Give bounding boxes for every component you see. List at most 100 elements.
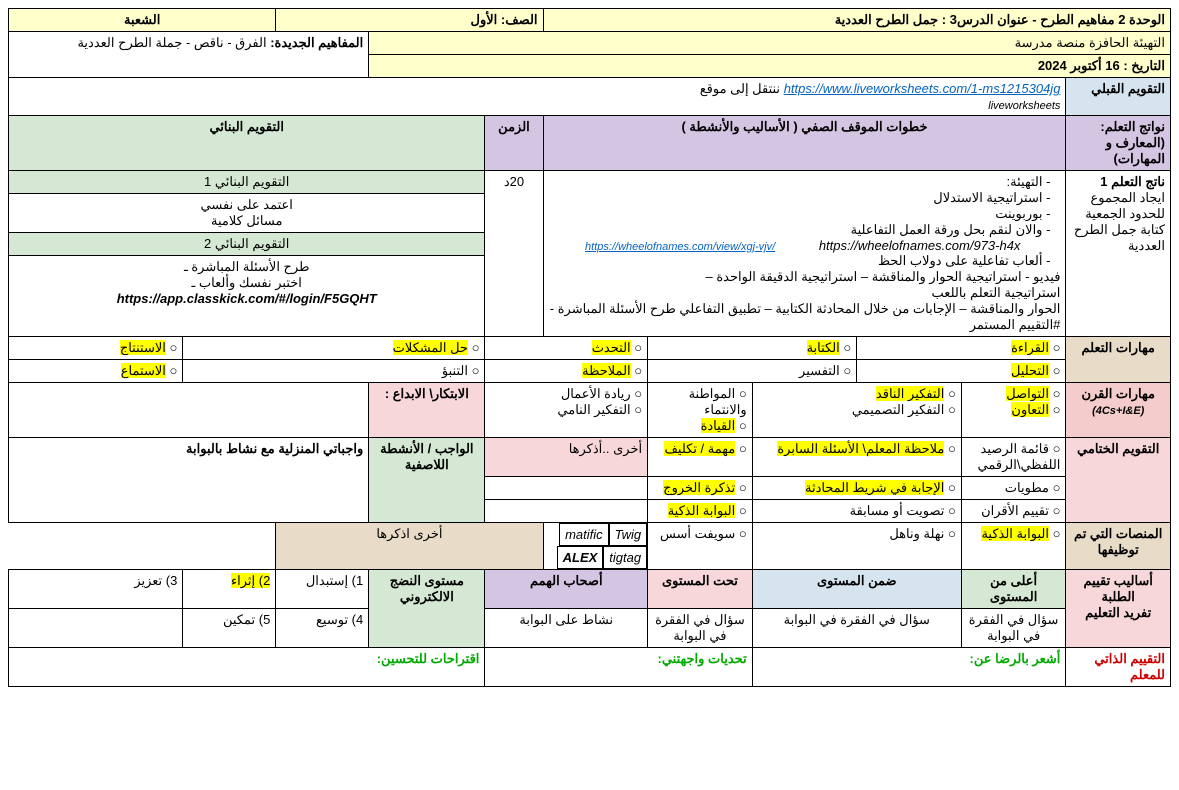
formative-header: التقويم البنائي — [9, 116, 485, 171]
f2-url[interactable]: https://app.classkick.com/#/login/F5GQHT — [117, 291, 377, 306]
skill-r1-2: ○ التحدث — [485, 337, 648, 360]
formative2-label: التقويم البنائي 2 — [9, 232, 484, 256]
step-l0: التهيئة: — [549, 174, 1051, 190]
century-label: مهارات القرن(4Cs+I&E) — [1066, 383, 1171, 438]
final-r1-2: ○ مهمة / تكليف — [648, 438, 753, 477]
platform-6: ALEX — [557, 546, 604, 569]
num-3: 4) توسيع — [276, 609, 369, 648]
level-2: تحت المستوى — [648, 570, 753, 609]
step2-l3: الحوار والمناقشة – الإجابات من خلال المح… — [549, 301, 1061, 317]
date-cell: التاريخ : 16 أكتوبر 2024 — [369, 55, 1171, 78]
self-label: التقييم الذاتي للمعلم — [1066, 648, 1171, 687]
num-empty — [9, 609, 183, 648]
steps-url2[interactable]: https://wheelofnames.com/view/xgj-vjv/ — [585, 241, 815, 253]
assess-label: أساليب تقييم الطلبةتفريد التعليم — [1066, 570, 1171, 648]
steps-url1[interactable]: https://wheelofnames.com/973-h4x — [819, 238, 1061, 253]
step2-l0: ألعاب تفاعلية على دولاب الحظ — [549, 253, 1051, 269]
outcome1-l2: كتابة جمل الطرح — [1074, 222, 1165, 237]
platform-1: ○ نهلة وناهل — [752, 523, 961, 570]
date-label: التاريخ : — [1123, 58, 1165, 73]
platform-5: tigtag — [603, 546, 647, 569]
self-c2: تحديات واجهتني: — [485, 648, 752, 687]
final-r1-1: ○ ملاحظة المعلم\ الأسئلة السابرة — [752, 438, 961, 477]
final-r3-2: ○ البوابة الذكية — [648, 500, 753, 523]
level-1: ضمن المستوى — [752, 570, 961, 609]
grade-label: الصف: — [501, 12, 538, 27]
environment: التهيئة الحافزة منصة مدرسة — [369, 32, 1171, 55]
outcomes-content: ناتج التعلم 1 ايجاد المجموع للحدود الجمع… — [1066, 171, 1171, 337]
skills-label: مهارات التعلم — [1066, 337, 1171, 383]
platforms-label: المنصات التي تم توظيفها — [1066, 523, 1171, 570]
skill-r2-3: ○ التنبؤ — [183, 360, 485, 383]
century-c2: ○ التفكير الناقد○ التفكير التصميمي — [752, 383, 961, 438]
formative-content: التقويم البنائي 1 اعتمد على نفسي مسائل ك… — [9, 171, 485, 337]
step2-l4: #التقييم المستمر — [549, 317, 1061, 333]
platform-2: ○ سويفت أسس — [648, 523, 753, 570]
steps-content: التهيئة: استراتيجية الاستدلال بوربوينت و… — [543, 171, 1066, 337]
time-header: الزمن — [485, 116, 543, 171]
num-1: 2) إثراء — [183, 570, 276, 609]
date-value: 16 أكتوبر 2024 — [1038, 58, 1120, 73]
final-r2-2: ○ تذكرة الخروج — [648, 477, 753, 500]
unit-title: الوحدة 2 مفاهيم الطرح - عنوان الدرس3 : ج… — [543, 9, 1170, 32]
self-c3: اقتراحات للتحسين: — [9, 648, 485, 687]
num-2: 3) تعزيز — [9, 570, 183, 609]
f1-l1: مسائل كلامية — [211, 213, 282, 228]
outcomes-header: نواتج التعلم: (المعارف و المهارات) — [1066, 116, 1171, 171]
final-label: التقويم الختامي — [1066, 438, 1171, 523]
century-c3: ○ المواطنة والانتماء○ القيادة — [648, 383, 753, 438]
pre-link-after: ننتقل إلى موقع — [700, 81, 780, 96]
grade-value: الأول — [471, 12, 498, 27]
final-r3-1: ○ تصويت أو مسابقة — [752, 500, 961, 523]
step-l3: والان لنقم بحل ورقة العمل التفاعلية — [549, 222, 1051, 238]
skill-r2-0: ○ التحليل — [857, 360, 1066, 383]
num-4: 5) تمكين — [183, 609, 276, 648]
final-r3-3 — [485, 500, 648, 523]
skill-r1-3: ○ حل المشكلات — [183, 337, 485, 360]
time-value: 20د — [485, 171, 543, 337]
answer-2: سؤال في الفقرة في البوابة — [648, 609, 753, 648]
step2-l2: استراتيجية التعلم باللعب — [549, 285, 1061, 301]
step-l1: استراتيجية الاستدلال — [549, 190, 1051, 206]
pre-note: liveworksheets — [988, 100, 1060, 112]
homework-value: واجباتي المنزلية مع نشاط بالبوابة — [9, 438, 369, 523]
concepts: المفاهيم الجديدة: الفرق - ناقص - جملة ال… — [9, 32, 369, 78]
pre-assessment-link[interactable]: https://www.liveworksheets.com/1-ms12153… — [784, 81, 1061, 96]
platform-7: أخرى اذكرها — [276, 523, 543, 570]
outcome1-l3: العددية — [1128, 238, 1165, 253]
century-c5-label: الابتكار\ الابداع : — [369, 383, 485, 438]
final-r1-3: أخرى ..أذكرها — [485, 438, 648, 477]
grade-cell: الصف: الأول — [276, 9, 543, 32]
skill-r2-2: ○ الملاحظة — [485, 360, 648, 383]
steps-header: خطوات الموقف الصفي ( الأساليب والأنشطة ) — [543, 116, 1066, 171]
final-r2-0: ○ مطويات — [961, 477, 1066, 500]
f1-l0: اعتمد على نفسي — [201, 197, 293, 212]
pre-assessment-content: https://www.liveworksheets.com/1-ms12153… — [9, 78, 1066, 116]
lesson-plan-table: الوحدة 2 مفاهيم الطرح - عنوان الدرس3 : ج… — [8, 8, 1171, 687]
outcome1-l1: للحدود الجمعية — [1085, 206, 1165, 221]
skill-r1-4: ○ الاستنتاج — [9, 337, 183, 360]
answer-1: سؤال في الفقرة في البوابة — [752, 609, 961, 648]
step2-l1: فيديو - استراتيجية الحوار والمناقشة – اس… — [549, 269, 1061, 285]
homework-label: الواجب / الأنشطة اللاصفية — [369, 438, 485, 523]
section-label: الشعبة — [9, 9, 276, 32]
outcome1-title: ناتج التعلم 1 — [1100, 174, 1165, 189]
skill-r1-0: ○ القراءة — [857, 337, 1066, 360]
maturity-label: مستوى النضج الالكتروني — [369, 570, 485, 648]
final-r2-3 — [485, 477, 648, 500]
outcome1-l0: ايجاد المجموع — [1091, 190, 1165, 205]
concepts-value: الفرق - ناقص - جملة الطرح العددية — [77, 35, 266, 50]
final-r3-0: ○ تقييم الأقران — [961, 500, 1066, 523]
platform-3: Twig — [609, 523, 647, 546]
pre-assessment-label: التقويم القبلي — [1066, 78, 1171, 116]
century-c1: ○ التواصل○ التعاون — [961, 383, 1066, 438]
skill-r2-4: ○ الاستماع — [9, 360, 183, 383]
final-r2-1: ○ الإجابة في شريط المحادثة — [752, 477, 961, 500]
answer-3: نشاط على البوابة — [485, 609, 648, 648]
level-0: أعلى من المستوى — [961, 570, 1066, 609]
f2-l0: طرح الأسئلة المباشرة ـ — [184, 259, 310, 274]
formative1-label: التقويم البنائي 1 — [9, 171, 484, 194]
century-c5-empty — [9, 383, 369, 438]
self-c1: أشعر بالرضا عن: — [752, 648, 1066, 687]
answer-0: سؤال في الفقرة في البوابة — [961, 609, 1066, 648]
